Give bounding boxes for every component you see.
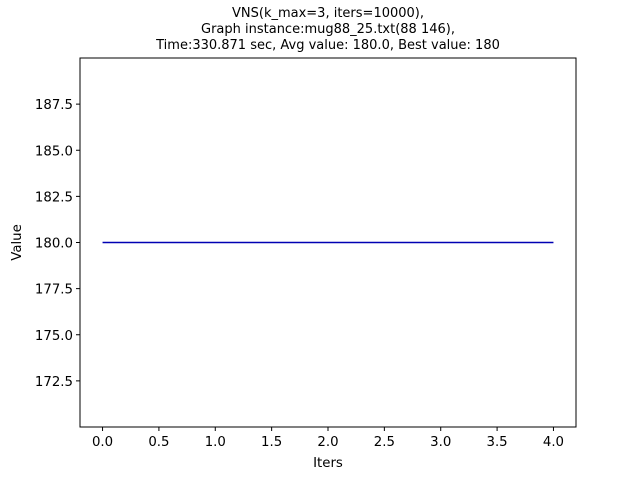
y-tick-label: 175.0 [35, 329, 73, 344]
x-tick-label: 0.0 [92, 435, 113, 450]
y-tick-label: 172.5 [35, 375, 73, 390]
x-tick-label: 1.5 [261, 435, 282, 450]
y-axis-label: Value [10, 224, 25, 261]
x-tick-label: 1.0 [205, 435, 226, 450]
x-tick-label: 2.5 [374, 435, 395, 450]
y-axis-ticks: 172.5 175.0 177.5 180.0 182.5 185.0 187.5 [35, 98, 80, 390]
x-tick-label: 4.0 [543, 435, 564, 450]
y-tick-label: 182.5 [35, 190, 73, 205]
chart-title-line-1: VNS(k_max=3, iters=10000), [232, 6, 424, 21]
chart-title-line-2: Graph instance:mug88_25.txt(88 146), [201, 22, 455, 37]
y-tick-label: 180.0 [35, 237, 73, 252]
x-axis-label: Iters [313, 456, 343, 471]
y-tick-label: 187.5 [35, 98, 73, 113]
y-tick-label: 177.5 [35, 283, 73, 298]
y-tick-label: 185.0 [35, 144, 73, 159]
x-tick-label: 2.0 [317, 435, 338, 450]
x-tick-label: 3.0 [430, 435, 451, 450]
x-tick-label: 3.5 [487, 435, 508, 450]
chart-title-line-3: Time:330.871 sec, Avg value: 180.0, Best… [155, 38, 500, 53]
x-tick-label: 0.5 [148, 435, 169, 450]
chart-title: VNS(k_max=3, iters=10000), Graph instanc… [155, 6, 500, 53]
x-axis-ticks: 0.0 0.5 1.0 1.5 2.0 2.5 3.0 3.5 4.0 [92, 427, 564, 450]
